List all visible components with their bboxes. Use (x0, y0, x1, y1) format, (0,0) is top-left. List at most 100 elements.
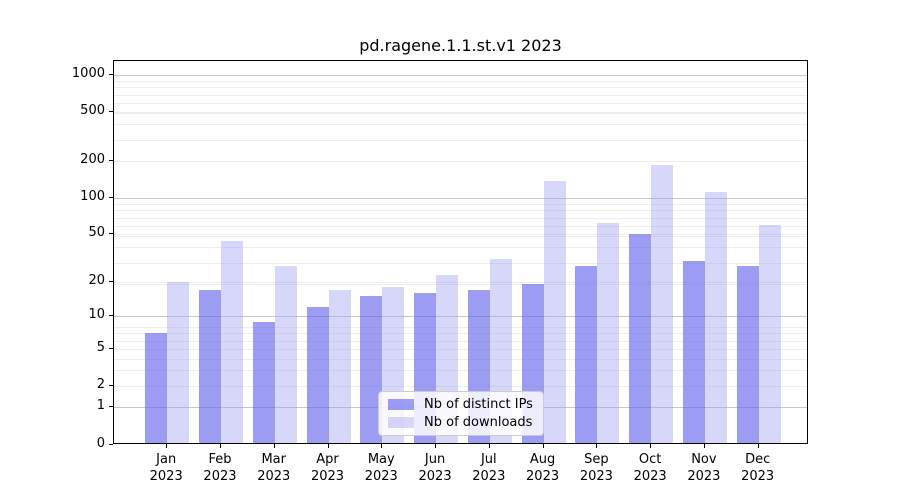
x-tick-label: Mar 2023 (257, 452, 291, 484)
gridline-minor (114, 102, 807, 104)
bar-distinct-ips-oct (629, 234, 652, 443)
gridline-minor (114, 327, 807, 329)
gridline-major (114, 316, 807, 318)
y-tick-mark (109, 406, 113, 408)
y-tick-mark (109, 196, 113, 198)
bar-distinct-ips-sep (575, 266, 598, 443)
y-tick-mark (109, 160, 113, 162)
legend-label-downloads: Nb of downloads (424, 414, 533, 430)
gridline-minor (114, 281, 807, 283)
x-tick-label: Apr 2023 (310, 452, 345, 484)
y-tick-mark (109, 315, 113, 317)
bar-downloads-apr (328, 290, 351, 443)
bar-downloads-sep (597, 223, 620, 443)
bar-distinct-ips-feb (198, 290, 221, 443)
gridline-minor (114, 333, 807, 335)
gridline-minor (114, 370, 807, 372)
bar-distinct-ips-jan (145, 333, 168, 443)
gridline-minor (114, 284, 807, 286)
y-tick-label: 1000 (71, 66, 105, 82)
y-tick-label: 20 (88, 272, 105, 288)
x-tick-label: Oct 2023 (633, 452, 667, 484)
x-tick-mark (273, 444, 275, 448)
y-tick-label: 1 (96, 398, 105, 414)
y-tick-mark (109, 233, 113, 235)
x-tick-mark (327, 444, 329, 448)
gridline-minor (114, 385, 807, 387)
legend-label-distinct-ips: Nb of distinct IPs (424, 397, 533, 413)
gridline-minor (114, 124, 807, 126)
x-tick-label: Sep 2023 (579, 452, 613, 484)
gridline-minor (114, 235, 807, 237)
y-tick-mark (109, 347, 113, 349)
bar-distinct-ips-may (360, 296, 383, 443)
legend-item-distinct-ips: Nb of distinct IPs (388, 397, 534, 412)
bar-downloads-mar (274, 266, 297, 443)
y-tick-mark (109, 384, 113, 386)
x-tick-label: Feb 2023 (203, 452, 237, 484)
y-tick-label: 2 (96, 376, 105, 392)
bar-downloads-dec (758, 224, 781, 443)
x-tick-mark (757, 444, 759, 448)
gridline-minor (114, 340, 807, 342)
y-tick-label: 100 (80, 188, 105, 204)
x-tick-mark (596, 444, 598, 448)
legend-swatch-distinct-ips (388, 399, 414, 411)
bar-downloads-oct (651, 164, 674, 443)
x-tick-label: Nov 2023 (687, 452, 721, 484)
gridline-minor (114, 358, 807, 360)
chart-title: pd.ragene.1.1.st.v1 2023 (359, 36, 562, 55)
y-tick-label: 10 (88, 307, 105, 323)
gridline-minor (114, 217, 807, 219)
gridline-minor (114, 262, 807, 264)
gridline-minor (114, 139, 807, 141)
x-tick-label: Jun 2023 (418, 452, 452, 484)
gridline-minor (114, 348, 807, 350)
gridline-minor (114, 204, 807, 206)
x-tick-mark (166, 444, 168, 448)
x-tick-mark (650, 444, 652, 448)
bar-downloads-jan (167, 281, 190, 443)
y-tick-mark (109, 443, 113, 445)
bar-distinct-ips-dec (736, 266, 759, 443)
bar-distinct-ips-apr (306, 307, 329, 443)
legend-swatch-downloads (388, 416, 414, 428)
y-tick-mark (109, 74, 113, 76)
gridline-minor (114, 234, 807, 236)
gridline-minor (114, 210, 807, 212)
x-tick-mark (435, 444, 437, 448)
x-tick-mark (381, 444, 383, 448)
x-tick-label: Jul 2023 (472, 452, 506, 484)
bar-downloads-feb (220, 241, 243, 443)
x-tick-mark (219, 444, 221, 448)
bar-downloads-nov (704, 191, 727, 443)
gridline-major (114, 75, 807, 77)
gridline-major (114, 197, 807, 199)
legend-item-downloads: Nb of downloads (388, 415, 534, 430)
gridline-minor (114, 112, 807, 114)
x-tick-mark (542, 444, 544, 448)
y-tick-label: 0 (96, 435, 105, 451)
y-tick-label: 200 (80, 152, 105, 168)
gridline-minor (114, 161, 807, 163)
gridline-minor (114, 225, 807, 227)
bar-distinct-ips-nov (682, 261, 705, 443)
x-tick-mark (488, 444, 490, 448)
gridline-minor (114, 94, 807, 96)
y-tick-label: 50 (88, 225, 105, 241)
plot-area (113, 60, 808, 444)
legend: Nb of distinct IPs Nb of downloads (378, 391, 544, 436)
x-tick-label: Dec 2023 (741, 452, 775, 484)
y-tick-label: 500 (80, 103, 105, 119)
x-tick-label: Jan 2023 (149, 452, 183, 484)
gridline-minor (114, 247, 807, 249)
y-tick-label: 5 (96, 339, 105, 355)
x-tick-label: May 2023 (364, 452, 398, 484)
y-tick-mark (109, 111, 113, 113)
gridline-minor (114, 87, 807, 89)
y-tick-mark (109, 280, 113, 282)
bar-distinct-ips-mar (252, 321, 275, 443)
x-tick-label: Aug 2023 (526, 452, 560, 484)
x-tick-mark (703, 444, 705, 448)
